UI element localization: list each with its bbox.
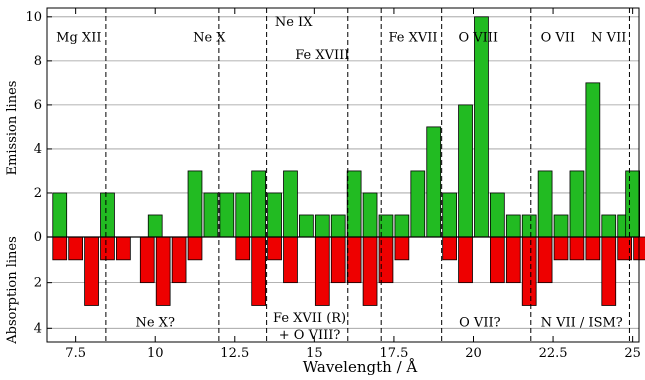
emission-bar: [553, 214, 569, 238]
absorption-bar: [569, 236, 585, 261]
absorption-bar: [394, 236, 410, 261]
x-tick-label: 15: [306, 346, 323, 361]
absorption-bar: [601, 236, 617, 306]
y-tick-label-emission: 10: [25, 10, 42, 25]
emission-region-label: Ne X: [193, 31, 226, 46]
emission-bar: [100, 192, 115, 238]
emission-bar: [625, 170, 640, 238]
absorption-region-label: O VII?: [459, 315, 500, 330]
absorption-bar: [235, 236, 251, 261]
emission-region-label: O VII: [541, 31, 575, 46]
emission-bar: [601, 214, 617, 238]
emission-bar: [410, 170, 426, 238]
absorption-bar: [267, 236, 282, 261]
emission-bar: [52, 192, 68, 238]
x-tick-label: 7.5: [65, 346, 86, 361]
emission-bar: [585, 82, 601, 238]
region-labels: Mg XII Ne X Ne IX Fe XVIII Fe XVII O VIII O VI…: [56, 15, 626, 343]
x-tick-label: 10: [147, 346, 164, 361]
absorption-bar: [187, 236, 203, 261]
emission-region-label: Fe XVIII: [295, 48, 349, 63]
x-tick-label: 25: [624, 346, 641, 361]
absorption-bar: [362, 236, 378, 306]
y-tick-label-emission: 8: [34, 54, 42, 69]
absorption-bar: [442, 236, 457, 261]
emission-bar: [442, 192, 457, 238]
emission-bar: [330, 214, 346, 238]
absorption-region-label: + O VIII?: [279, 328, 341, 343]
absorption-bar: [490, 236, 505, 284]
emission-bar: [147, 214, 163, 238]
emission-bar: [362, 192, 378, 238]
emission-region-label: Ne IX: [275, 15, 313, 30]
emission-bar: [251, 170, 267, 238]
emission-bar: [314, 214, 330, 238]
absorption-region-label: Fe XVII (R): [273, 311, 346, 326]
emission-bar: [267, 192, 282, 238]
absorption-bar: [346, 236, 362, 284]
absorption-bars: [52, 236, 645, 306]
emission-bar: [187, 170, 203, 238]
y-tick-label-emission: 6: [34, 98, 42, 113]
y-tick-label-emission: 0: [34, 230, 42, 245]
y-tick-label-emission: 2: [34, 186, 42, 201]
absorption-bar: [155, 236, 171, 306]
emission-bars: [52, 16, 640, 238]
emission-bar: [521, 214, 537, 238]
absorption-region-label: Ne X?: [135, 315, 174, 330]
absorption-bar: [251, 236, 267, 306]
x-tick-label: 22.5: [539, 346, 568, 361]
absorption-region-label: N VII / ISM?: [541, 315, 623, 330]
y-tick-label-absorption: 2: [34, 276, 42, 291]
axis-ticks: 7.5 10 12.5 15 17.5 20 22.5 25 0 2 4 6 8 10 2 4: [25, 8, 641, 361]
emission-bar: [283, 170, 298, 238]
absorption-bar: [330, 236, 346, 284]
plot-frame: [46, 7, 640, 343]
emission-region-label: Fe XVII: [388, 31, 437, 46]
emission-bar: [474, 16, 489, 238]
emission-bar: [537, 170, 553, 238]
x-tick-label: 20: [465, 346, 482, 361]
absorption-bar: [171, 236, 187, 284]
y-axis-label-absorption: Absorption lines: [5, 236, 20, 345]
absorption-bar: [139, 236, 155, 284]
absorption-bar: [314, 236, 330, 306]
absorption-bar: [553, 236, 569, 261]
absorption-bar: [100, 236, 115, 261]
emission-bar: [235, 192, 251, 238]
emission-bar: [299, 214, 314, 238]
y-tick-label-absorption: 4: [34, 321, 42, 336]
absorption-bar: [585, 236, 601, 261]
emission-bar: [203, 192, 219, 238]
emission-region-label: N VII: [591, 31, 626, 46]
x-tick-label: 17.5: [379, 346, 408, 361]
x-tick-label: 12.5: [220, 346, 249, 361]
emission-region-label: Mg XII: [56, 31, 101, 46]
x-axis-label: Wavelength / Å: [303, 358, 418, 376]
absorption-bar: [505, 236, 521, 284]
absorption-bar: [116, 236, 131, 261]
emission-bar: [346, 170, 362, 238]
emission-bar: [458, 104, 473, 238]
absorption-bar: [68, 236, 84, 261]
emission-bar: [219, 192, 235, 238]
emission-bar: [426, 126, 442, 238]
absorption-bar: [537, 236, 553, 284]
emission-bar: [505, 214, 521, 238]
absorption-bar: [521, 236, 537, 306]
absorption-bar: [52, 236, 68, 261]
absorption-bar: [84, 236, 99, 306]
absorption-bar: [283, 236, 298, 284]
emission-region-label: O VIII: [458, 31, 498, 46]
emission-bar: [394, 214, 410, 238]
y-axis-label-emission: Emission lines: [5, 81, 20, 176]
y-tick-label-emission: 4: [34, 142, 42, 157]
emission-bar: [569, 170, 585, 238]
emission-bar: [490, 192, 505, 238]
absorption-bar: [458, 236, 473, 284]
